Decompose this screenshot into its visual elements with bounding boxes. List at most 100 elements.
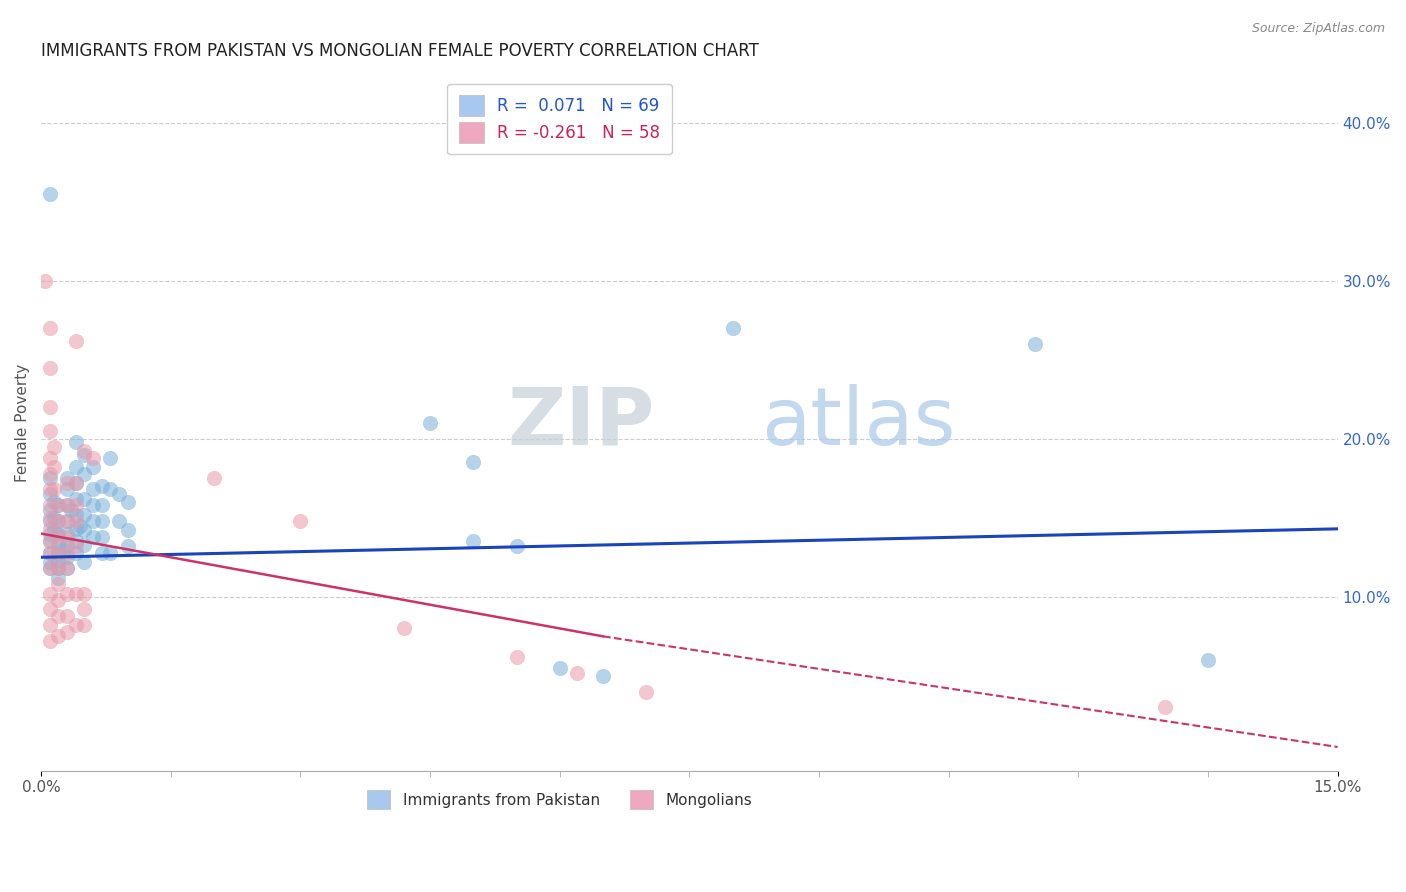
Point (98, 483, 121, 497)
Y-axis label: Female Poverty: Female Poverty (15, 364, 30, 482)
Point (38, 561, 60, 575)
Point (65, 475, 87, 490)
Point (38, 561, 60, 575)
Point (38, 545, 60, 559)
Point (38, 602, 60, 616)
Point (56, 471, 79, 485)
Point (38, 483, 60, 497)
Point (65, 618, 87, 632)
Point (48, 561, 70, 575)
Point (82, 498, 104, 512)
Point (38, 526, 60, 541)
Point (38, 634, 60, 648)
Point (48, 593, 70, 607)
Point (90, 530, 112, 544)
Point (82, 450, 104, 465)
Point (38, 503, 60, 517)
Text: ZIP: ZIP (508, 384, 655, 462)
Point (38, 450, 60, 465)
Text: atlas: atlas (761, 384, 955, 462)
Point (65, 545, 87, 559)
Point (38, 555, 60, 569)
Point (73, 587, 96, 601)
Point (108, 514, 131, 528)
Point (38, 321, 60, 335)
Point (42, 483, 65, 497)
Point (463, 455, 485, 469)
Text: IMMIGRANTS FROM PAKISTAN VS MONGOLIAN FEMALE POVERTY CORRELATION CHART: IMMIGRANTS FROM PAKISTAN VS MONGOLIAN FE… (41, 42, 759, 60)
Point (48, 629, 70, 643)
Point (38, 360, 60, 375)
Point (721, 321, 744, 335)
Point (48, 538, 70, 552)
Point (82, 483, 104, 497)
Point (60, 503, 83, 517)
Point (38, 424, 60, 438)
Point (73, 467, 96, 481)
Point (42, 510, 65, 524)
Point (48, 498, 70, 512)
Point (1024, 337, 1046, 351)
Point (73, 448, 96, 462)
Point (38, 471, 60, 485)
Point (65, 334, 87, 348)
Point (42, 460, 65, 475)
Point (56, 530, 79, 544)
Point (38, 487, 60, 501)
Point (48, 514, 70, 528)
Point (38, 522, 60, 536)
Point (48, 608, 70, 623)
Point (65, 475, 87, 490)
Point (56, 587, 79, 601)
Point (38, 618, 60, 632)
Point (505, 649, 527, 664)
Point (56, 483, 79, 497)
Point (48, 571, 70, 585)
Point (73, 538, 96, 552)
Point (42, 495, 65, 509)
Point (592, 669, 614, 683)
Point (65, 514, 87, 528)
Point (34, 274, 56, 288)
Point (38, 467, 60, 481)
Point (56, 561, 79, 575)
Point (38, 534, 60, 549)
Point (117, 495, 139, 509)
Point (56, 545, 79, 559)
Point (56, 514, 79, 528)
Point (82, 530, 104, 544)
Point (98, 450, 121, 465)
Point (56, 498, 79, 512)
Point (65, 539, 87, 553)
Point (565, 665, 588, 680)
Point (505, 539, 527, 553)
Point (90, 545, 112, 559)
Point (65, 522, 87, 536)
Point (73, 618, 96, 632)
Point (65, 508, 87, 522)
Point (48, 555, 70, 569)
Point (48, 577, 70, 591)
Point (65, 534, 87, 549)
Point (90, 479, 112, 493)
Point (48, 561, 70, 575)
Point (65, 587, 87, 601)
Point (73, 555, 96, 569)
Point (73, 602, 96, 616)
Point (90, 514, 112, 528)
Point (73, 491, 96, 506)
Point (42, 524, 65, 538)
Point (48, 498, 70, 512)
Point (73, 524, 96, 538)
Point (90, 498, 112, 512)
Point (38, 587, 60, 601)
Point (73, 508, 96, 522)
Point (56, 561, 79, 575)
Point (56, 608, 79, 623)
Point (56, 475, 79, 490)
Point (48, 530, 70, 544)
Point (38, 514, 60, 528)
Point (108, 487, 131, 501)
Point (290, 514, 312, 528)
Point (65, 498, 87, 512)
